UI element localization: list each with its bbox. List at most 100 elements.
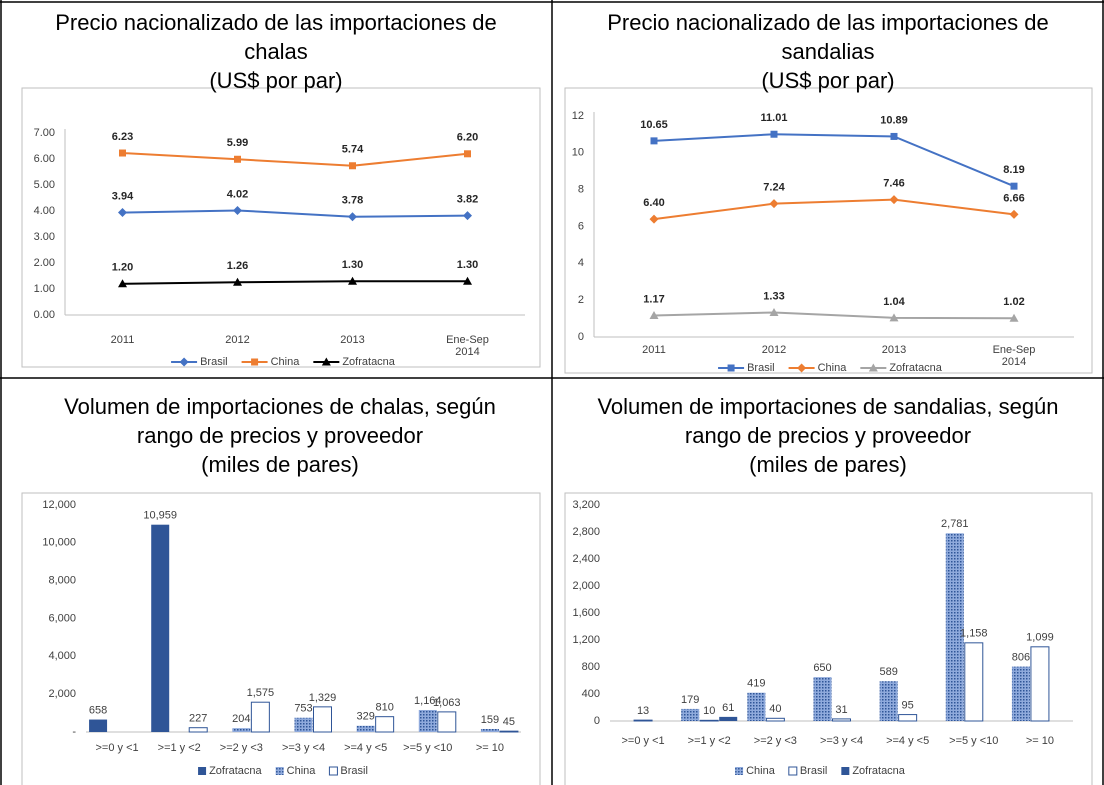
- data-label: 1,329: [309, 692, 337, 704]
- marker: [797, 363, 807, 373]
- data-label: 6.66: [1003, 192, 1024, 204]
- legend: Brasil China Zofratacna: [171, 356, 396, 368]
- y-tick-label: 0: [594, 715, 600, 727]
- x-tick-label: 2011: [642, 344, 666, 356]
- y-tick-label: 4: [578, 257, 584, 269]
- marker: [889, 195, 899, 205]
- x-tick-label: >=2 y <3: [219, 742, 263, 754]
- marker: [890, 132, 898, 140]
- chart-title: Volumen de importaciones de chalas, segú…: [64, 394, 496, 448]
- data-label: 1.04: [883, 296, 905, 308]
- bar: [681, 708, 700, 721]
- marker: [251, 358, 259, 366]
- y-tick-label: 4.00: [34, 205, 55, 217]
- chart-subtitle: (US$ por par): [761, 68, 895, 93]
- legend-item: China: [788, 362, 848, 374]
- data-label: 159: [481, 714, 499, 726]
- chart-title: Precio nacionalizado de las importacione…: [55, 10, 497, 64]
- marker: [1009, 209, 1019, 219]
- legend-label: Brasil: [200, 356, 228, 368]
- x-tick-label: 2011: [110, 334, 135, 346]
- y-tick-label: 6,000: [48, 612, 76, 624]
- chart-frame: [564, 492, 1093, 785]
- legend-item: Zofratacna: [841, 765, 906, 777]
- legend-item: Zofratacna: [313, 356, 396, 368]
- series-line: [122, 152, 468, 167]
- marker: [769, 199, 779, 209]
- legend-label: Brasil: [340, 765, 368, 777]
- chart-frame: [21, 87, 541, 368]
- data-label: 1.26: [227, 260, 248, 272]
- chart-subtitle: (US$ por par): [209, 68, 343, 93]
- bar: [898, 714, 918, 722]
- data-label: 1.02: [1003, 296, 1024, 308]
- y-tick-label: 5.00: [34, 179, 55, 191]
- data-label: 1.33: [763, 290, 784, 302]
- bar: [480, 728, 499, 732]
- y-tick-label: 8: [578, 184, 584, 196]
- bar: [499, 730, 519, 733]
- data-label: 810: [375, 702, 393, 714]
- data-label: 1,164: [414, 695, 442, 707]
- series-line: [653, 311, 1015, 320]
- legend-swatch: [735, 767, 744, 775]
- data-label: 8.19: [1003, 164, 1024, 176]
- data-label: 329: [356, 711, 374, 723]
- data-label: 6.23: [112, 131, 133, 143]
- chart-title: Precio nacionalizado de las importacione…: [607, 10, 1049, 64]
- data-label: 95: [902, 699, 914, 711]
- x-tick-label: >=3 y <4: [281, 742, 326, 754]
- legend-item: China: [241, 356, 300, 368]
- x-tick-label: >=1 y <2: [687, 735, 731, 747]
- legend-label: China: [818, 362, 848, 374]
- bar: [250, 701, 270, 733]
- x-tick-label: >=1 y <2: [157, 742, 201, 754]
- data-label: 1,063: [433, 697, 461, 709]
- marker: [348, 276, 357, 285]
- chart: 0 2 4 6 8 10 12 10.65 11.01 10.89 8.19 6.40 7.24 7.46…: [564, 87, 1093, 374]
- legend-label: Zofratacna: [342, 356, 395, 368]
- y-tick-label: 8,000: [48, 575, 76, 587]
- marker: [868, 363, 878, 372]
- data-label: 10.65: [640, 119, 668, 131]
- data-label: 13: [637, 705, 649, 717]
- y-tick-label: 1.00: [34, 283, 55, 295]
- data-label: 2,781: [941, 518, 969, 530]
- data-label: 10: [703, 705, 715, 717]
- x-tick-label: Ene-Sep 2014: [992, 344, 1036, 368]
- data-label: 3.94: [112, 190, 134, 202]
- legend-swatch: [198, 767, 207, 775]
- data-label: 7.46: [883, 178, 904, 190]
- data-label: 11.01: [761, 112, 788, 124]
- marker: [463, 211, 472, 221]
- bar: [945, 533, 964, 721]
- series-line: [653, 133, 1015, 188]
- data-label: 7.24: [763, 182, 785, 194]
- chart-frame: [564, 87, 1093, 374]
- x-tick-label: >=5 y <10: [949, 735, 999, 747]
- y-tick-label: 2: [578, 294, 584, 306]
- bar: [437, 711, 457, 733]
- y-tick-label: 0: [578, 331, 584, 343]
- data-label: 806: [1012, 652, 1030, 664]
- y-tick-label: 2,800: [572, 526, 600, 538]
- bar: [879, 681, 898, 721]
- data-label: 1,099: [1026, 632, 1054, 644]
- data-label: 179: [681, 694, 699, 706]
- y-tick-label: 800: [582, 661, 600, 673]
- x-tick-label: >=4 y <5: [344, 742, 388, 754]
- legend-item: Brasil: [718, 362, 775, 374]
- y-tick-label: 0.00: [34, 309, 55, 321]
- y-tick-label: 10: [572, 147, 584, 159]
- marker: [464, 150, 471, 158]
- x-tick-label: >=5 y <10: [403, 742, 453, 754]
- x-tick-label: >=0 y <1: [621, 735, 665, 747]
- data-label: 1.30: [457, 259, 478, 271]
- y-tick-label: 6: [578, 220, 584, 232]
- y-tick-label: 2.00: [34, 257, 55, 269]
- marker: [348, 212, 357, 222]
- bar: [1030, 646, 1050, 722]
- y-tick-label: 7.00: [34, 127, 55, 139]
